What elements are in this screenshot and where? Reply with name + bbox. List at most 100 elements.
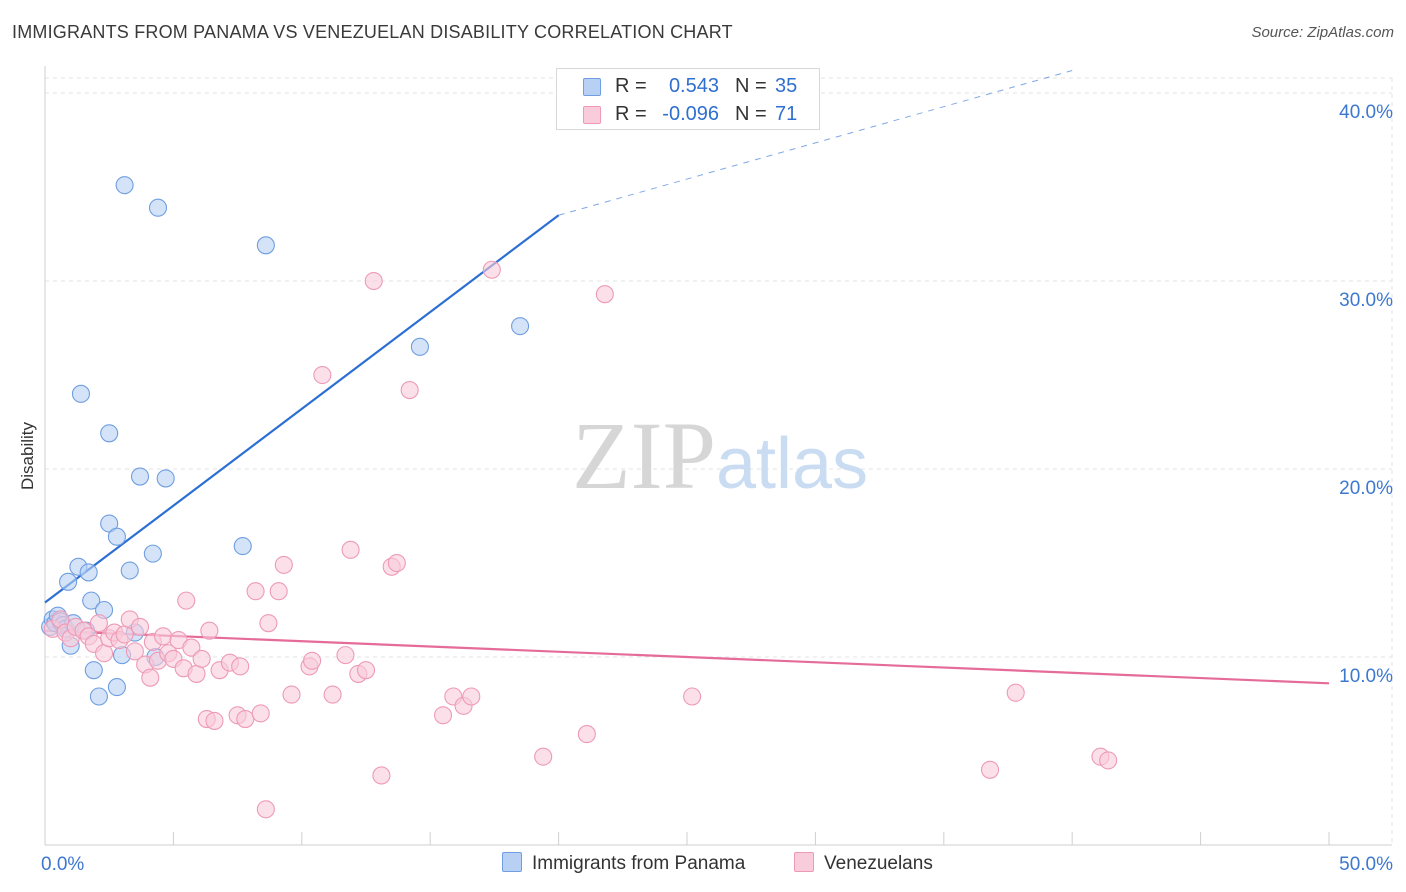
- point-panama: [156, 469, 175, 488]
- gridlines: [45, 77, 1392, 658]
- legend-r-value: 0.543: [668, 75, 719, 97]
- y-tick-label: 10.0%: [1339, 666, 1393, 687]
- point-panama: [107, 527, 126, 546]
- legend-label: Venezuelans: [824, 853, 933, 874]
- stats-legend: R = 0.543 N = 35 R = -0.096 N = 71: [556, 68, 820, 130]
- point-panama: [107, 678, 126, 697]
- point-venezuelan: [177, 591, 196, 610]
- point-panama: [79, 563, 98, 582]
- point-venezuelan: [482, 260, 501, 279]
- point-venezuelan: [683, 687, 702, 706]
- point-venezuelan: [341, 540, 360, 559]
- point-panama: [511, 317, 530, 336]
- legend-row-venezuelans: R = -0.096 N = 71: [557, 101, 819, 129]
- point-venezuelan: [433, 706, 453, 725]
- legend-item-panama: Immigrants from Panama: [502, 852, 745, 875]
- legend-label: Immigrants from Panama: [532, 853, 746, 874]
- point-venezuelan: [187, 664, 206, 683]
- point-venezuelan: [269, 582, 288, 601]
- point-venezuelan: [313, 365, 332, 385]
- point-venezuelan: [1006, 683, 1025, 702]
- point-venezuelan: [303, 651, 322, 670]
- chart-title: IMMIGRANTS FROM PANAMA VS VENEZUELAN DIS…: [12, 22, 733, 42]
- watermark-zip: ZIP: [572, 402, 716, 509]
- point-venezuelan: [200, 621, 219, 640]
- point-venezuelan: [256, 800, 275, 819]
- chart-source: Source: ZipAtlas.com: [1251, 24, 1394, 41]
- legend-n-label: N =: [735, 75, 767, 97]
- point-panama: [233, 537, 252, 556]
- point-venezuelan: [980, 760, 1000, 779]
- trend-line-extension: [558, 69, 1073, 216]
- point-venezuelan: [274, 555, 293, 574]
- point-venezuelan: [125, 642, 144, 661]
- tick-labels: 10.0% 20.0% 30.0% 40.0% 0.0% 50.0%: [41, 102, 1393, 875]
- trend-line-venezuelans: [44, 629, 1330, 685]
- point-venezuelan: [95, 644, 114, 663]
- point-panama: [115, 176, 134, 195]
- y-tick-label: 30.0%: [1339, 290, 1393, 311]
- y-tick-label: 20.0%: [1339, 478, 1393, 499]
- point-venezuelan: [259, 614, 278, 633]
- point-venezuelan: [356, 661, 376, 680]
- point-venezuelan: [236, 709, 255, 729]
- point-panama: [143, 544, 162, 563]
- point-venezuelan: [372, 766, 391, 785]
- legend-n-value: 35: [775, 75, 798, 97]
- point-venezuelan: [336, 646, 355, 665]
- watermark: ZIPatlas: [572, 402, 868, 509]
- point-panama: [71, 384, 91, 403]
- point-venezuelan: [323, 685, 342, 704]
- point-venezuelan: [192, 649, 211, 668]
- point-panama: [410, 337, 429, 356]
- point-venezuelan: [141, 668, 160, 687]
- point-venezuelan: [231, 657, 250, 676]
- data-points: [41, 176, 1118, 819]
- point-venezuelan: [251, 704, 270, 723]
- legend-r-value: -0.096: [662, 103, 719, 125]
- legend-swatch-blue: [502, 852, 522, 872]
- point-venezuelan: [364, 271, 383, 291]
- point-venezuelan: [115, 625, 134, 644]
- point-panama: [130, 467, 150, 486]
- point-venezuelan: [462, 687, 481, 706]
- point-venezuelan: [1099, 751, 1118, 770]
- point-venezuelan: [246, 582, 265, 601]
- watermark-atlas: atlas: [716, 424, 868, 504]
- point-panama: [120, 561, 139, 580]
- point-panama: [100, 424, 119, 443]
- trend-line-panama: [44, 214, 560, 604]
- legend-n-label: N =: [735, 103, 767, 125]
- point-panama: [84, 661, 103, 680]
- y-axis-label: Disability: [18, 421, 37, 491]
- point-venezuelan: [577, 725, 596, 744]
- y-tick-label: 40.0%: [1339, 102, 1393, 123]
- point-panama: [148, 198, 168, 217]
- legend-item-venezuelans: Venezuelans: [794, 852, 933, 875]
- x-tick-label: 0.0%: [41, 854, 84, 875]
- point-venezuelan: [282, 685, 301, 704]
- legend-r-label: R =: [615, 103, 647, 125]
- legend-swatch-pink: [583, 106, 601, 124]
- point-panama: [59, 572, 78, 591]
- point-venezuelan: [205, 711, 224, 730]
- point-venezuelan: [154, 627, 173, 646]
- point-venezuelan: [130, 617, 150, 636]
- legend-n-value: 71: [775, 103, 798, 125]
- point-venezuelan: [400, 381, 419, 400]
- legend-r-label: R =: [615, 75, 647, 97]
- x-tick-label: 50.0%: [1339, 854, 1393, 875]
- point-venezuelan: [387, 553, 406, 573]
- trend-lines: [44, 69, 1330, 685]
- point-panama: [89, 687, 108, 706]
- legend-swatch-pink: [794, 852, 814, 872]
- point-panama: [256, 236, 275, 255]
- point-panama: [82, 591, 101, 610]
- point-venezuelan: [182, 638, 201, 657]
- axes: [44, 66, 1393, 846]
- legend-swatch-blue: [583, 78, 601, 96]
- point-venezuelan: [89, 614, 108, 633]
- legend-row-panama: R = 0.543 N = 35: [557, 73, 819, 101]
- point-venezuelan: [595, 285, 614, 304]
